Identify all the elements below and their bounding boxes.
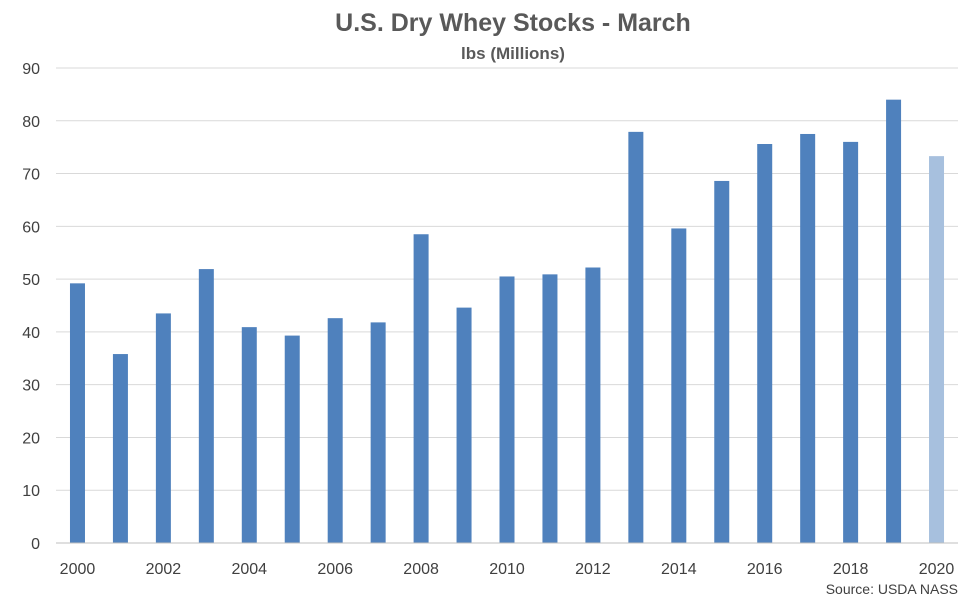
y-tick-label: 90 (22, 61, 40, 78)
bar-2011 (542, 274, 558, 543)
chart-subtitle: lbs (Millions) (461, 44, 565, 63)
bar-2012 (585, 267, 601, 543)
x-tick-label: 2020 (919, 561, 955, 578)
bar-2010 (499, 276, 515, 543)
x-tick-label: 2012 (575, 561, 611, 578)
source-note: Source: USDA NASS (826, 581, 958, 597)
x-tick-label: 2008 (403, 561, 439, 578)
bar-2001 (112, 354, 128, 543)
x-tick-label: 2004 (231, 561, 267, 578)
bar-2018 (843, 141, 859, 543)
x-tick-label: 2018 (833, 561, 869, 578)
bar-2019 (886, 99, 902, 544)
bar-2013 (628, 131, 644, 543)
y-axis-tick-labels: 0 10 20 30 40 50 60 70 80 90 (22, 61, 40, 553)
bar-2008 (413, 234, 429, 543)
y-tick-label: 70 (22, 167, 40, 184)
y-tick-label: 30 (22, 378, 40, 395)
x-tick-label: 2000 (60, 561, 96, 578)
bar-2000 (69, 283, 85, 543)
bar-2016 (757, 144, 773, 543)
y-tick-label: 50 (22, 272, 40, 289)
bar-2014 (671, 228, 687, 543)
y-tick-label: 40 (22, 325, 40, 342)
bar-2015 (714, 180, 730, 543)
bars (69, 99, 945, 544)
bar-2020 (929, 156, 945, 543)
x-tick-label: 2010 (489, 561, 525, 578)
y-tick-label: 60 (22, 219, 40, 236)
x-tick-label: 2006 (317, 561, 353, 578)
bar-2007 (370, 322, 386, 543)
x-axis-tick-labels: 2000 2002 2004 2006 2008 2010 2012 2014 2016 2018… (60, 561, 955, 578)
y-tick-label: 80 (22, 114, 40, 131)
x-tick-label: 2016 (747, 561, 783, 578)
bar-2009 (456, 307, 472, 543)
bar-2002 (155, 313, 171, 543)
y-tick-label: 0 (31, 536, 40, 553)
bar-2004 (241, 327, 257, 543)
bar-2006 (327, 318, 343, 543)
y-tick-label: 20 (22, 430, 40, 447)
bar-2005 (284, 335, 300, 543)
chart-title: U.S. Dry Whey Stocks - March (335, 9, 691, 37)
x-tick-label: 2002 (146, 561, 182, 578)
x-tick-label: 2014 (661, 561, 697, 578)
y-tick-label: 10 (22, 483, 40, 500)
bar-2003 (198, 269, 214, 543)
bar-2017 (800, 133, 816, 543)
